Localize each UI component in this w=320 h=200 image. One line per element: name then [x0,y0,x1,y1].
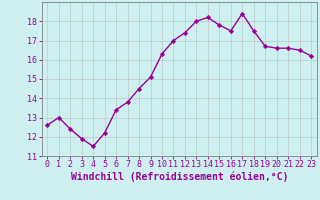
X-axis label: Windchill (Refroidissement éolien,°C): Windchill (Refroidissement éolien,°C) [70,172,288,182]
